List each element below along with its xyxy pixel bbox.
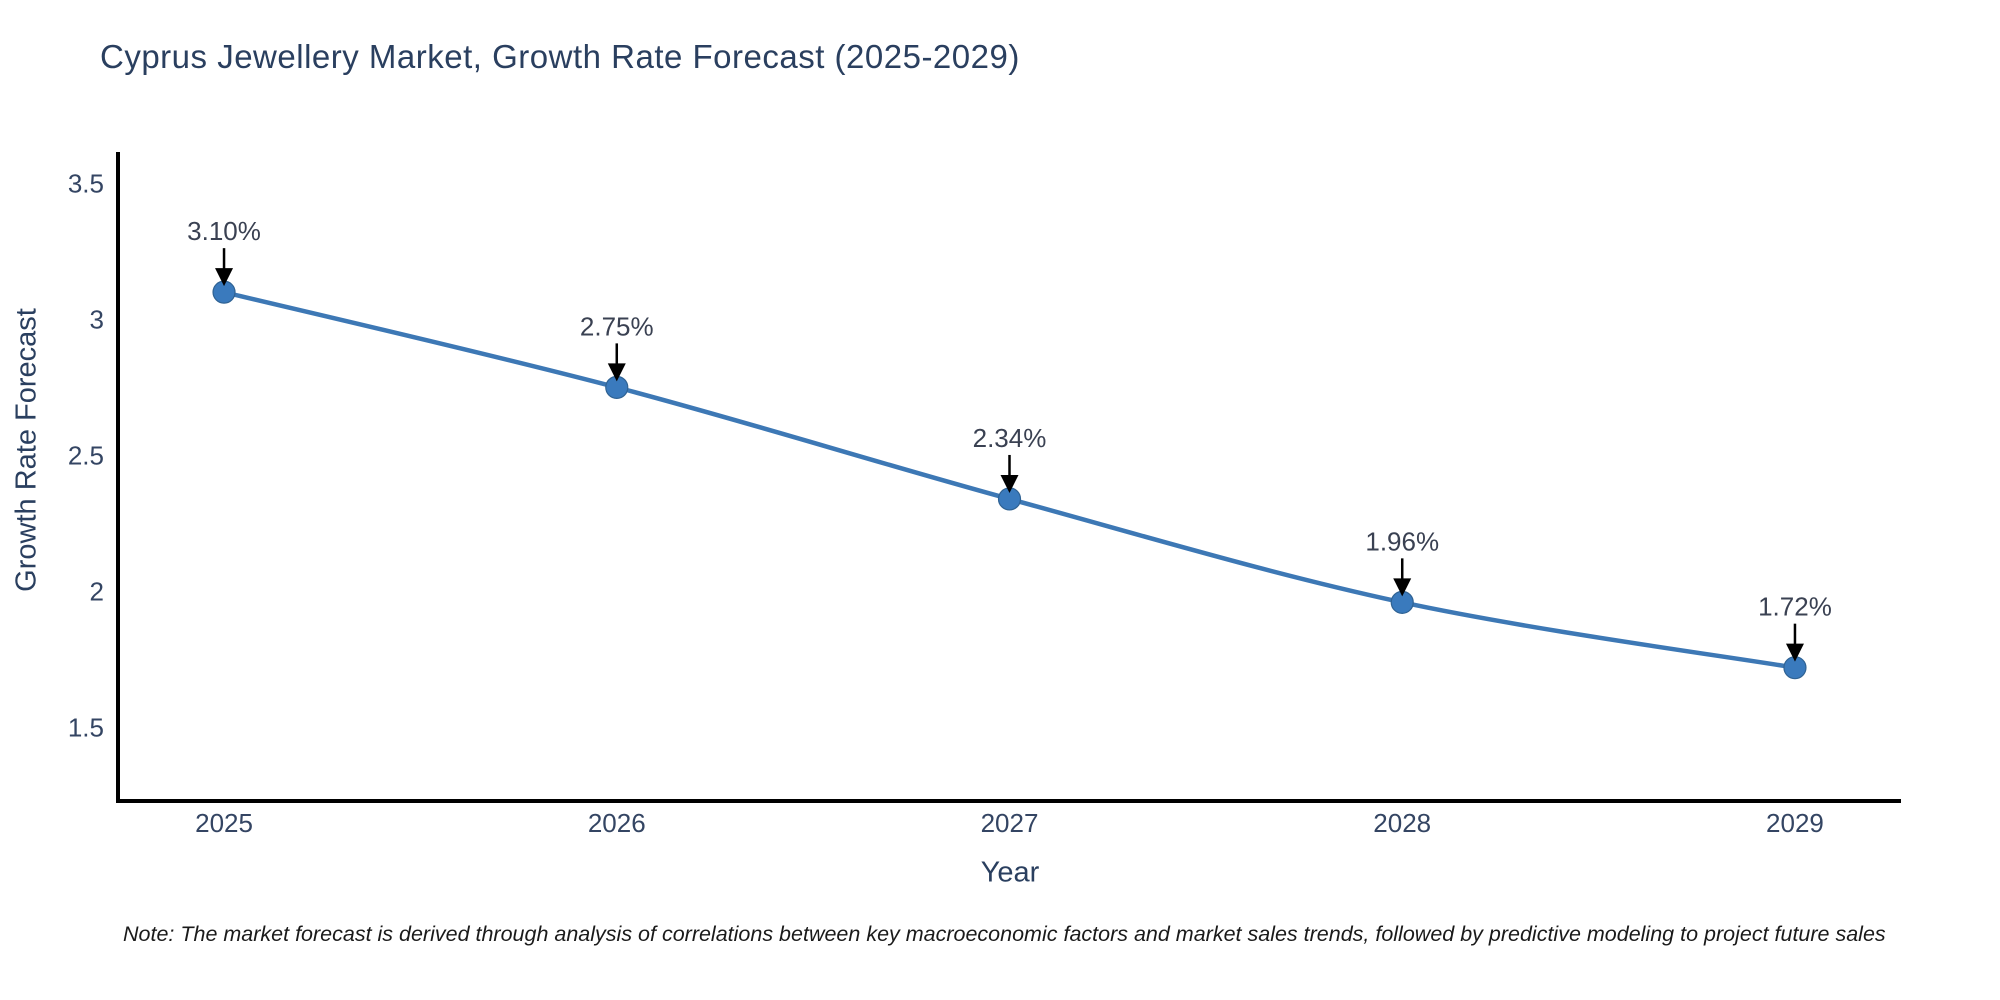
annotation-arrow-head	[607, 363, 626, 382]
y-tick-label: 2.5	[68, 440, 104, 470]
x-tick-label: 2026	[588, 808, 646, 838]
annotation-arrow-head	[1393, 578, 1412, 597]
chart-title: Cyprus Jewellery Market, Growth Rate For…	[100, 38, 1020, 75]
annotation-label: 1.72%	[1758, 592, 1832, 622]
x-tick-label: 2029	[1766, 808, 1824, 838]
annotation-label: 3.10%	[187, 216, 261, 246]
y-tick-label: 1.5	[68, 713, 104, 743]
annotation-label: 2.75%	[580, 311, 654, 341]
annotation-arrow-head	[215, 268, 234, 287]
y-tick-label: 2	[90, 576, 104, 606]
y-tick-label: 3	[90, 304, 104, 334]
annotation-label: 1.96%	[1365, 526, 1439, 556]
x-tick-label: 2028	[1373, 808, 1431, 838]
x-tick-label: 2025	[195, 808, 253, 838]
annotation-arrow-head	[1000, 474, 1019, 493]
annotation-arrow-head	[1785, 643, 1804, 662]
y-tick-label: 3.5	[68, 168, 104, 198]
footnote: Note: The market forecast is derived thr…	[123, 922, 1886, 946]
x-tick-label: 2027	[981, 808, 1039, 838]
annotation-label: 2.34%	[973, 423, 1047, 453]
x-axis-title: Year	[980, 856, 1040, 889]
y-axis-title: Growth Rate Forecast	[10, 308, 43, 592]
